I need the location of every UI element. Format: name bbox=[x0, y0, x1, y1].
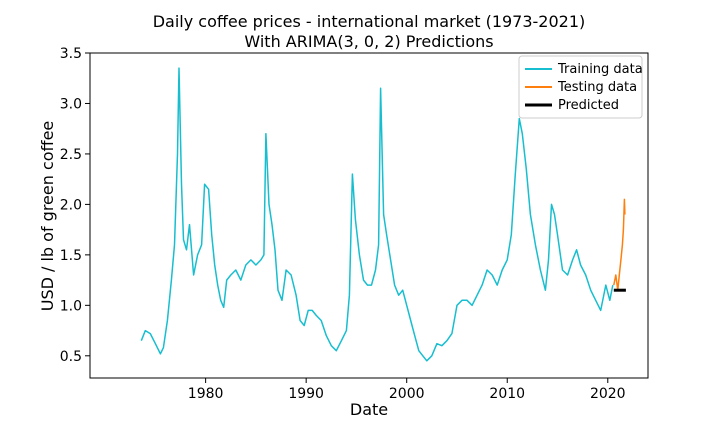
chart-subtitle: With ARIMA(3, 0, 2) Predictions bbox=[244, 32, 493, 51]
x-tick-label: 2010 bbox=[489, 386, 525, 402]
tick-layer: 1980 1990 2000 2010 2020 0.5 1.0 1.5 2.0 2.5 3.0 3.… bbox=[60, 46, 626, 402]
x-tick-label: 1990 bbox=[288, 386, 324, 402]
x-tick-label: 2000 bbox=[389, 386, 425, 402]
y-tick-label: 1.5 bbox=[60, 248, 82, 264]
y-tick-label: 2.0 bbox=[60, 197, 82, 213]
legend: Training data Testing data Predicted bbox=[518, 55, 643, 119]
y-tick-label: 0.5 bbox=[60, 349, 82, 365]
x-tick-label: 1980 bbox=[188, 386, 224, 402]
x-axis-label: Date bbox=[350, 400, 388, 419]
legend-box bbox=[518, 55, 643, 119]
series-line-testing-data bbox=[613, 198, 626, 291]
legend-label-training: Training data bbox=[557, 62, 643, 77]
x-tick-label: 2020 bbox=[590, 386, 626, 402]
series-layer bbox=[140, 67, 626, 362]
y-tick-label: 1.0 bbox=[60, 298, 82, 314]
series-line-training-data bbox=[140, 67, 614, 362]
y-tick-label: 3.5 bbox=[60, 46, 82, 62]
plot-frame bbox=[89, 52, 649, 379]
y-axis-label: USD / lb of green coffee bbox=[38, 121, 57, 312]
y-tick-label: 2.5 bbox=[60, 147, 82, 163]
legend-label-testing: Testing data bbox=[557, 80, 637, 95]
legend-label-predicted: Predicted bbox=[558, 98, 619, 113]
chart-title: Daily coffee prices - international mark… bbox=[153, 12, 586, 31]
y-tick-label: 3.0 bbox=[60, 96, 82, 112]
